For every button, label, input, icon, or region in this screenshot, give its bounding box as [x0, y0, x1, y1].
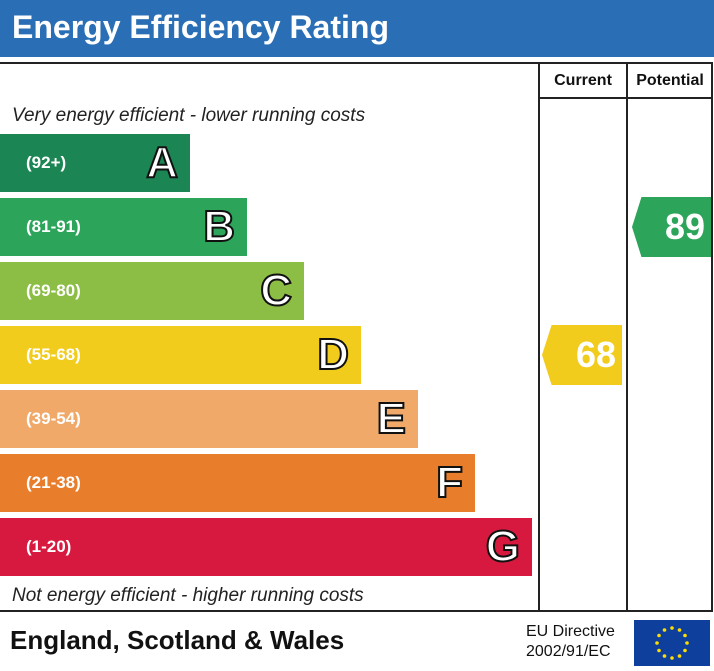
eu-directive-text: EU Directive 2002/91/EC [526, 622, 615, 662]
band-letter: F [435, 457, 464, 508]
eu-directive-line2: 2002/91/EC [526, 643, 611, 660]
band-e: (39-54) E [0, 390, 418, 448]
band-range-label: (92+) [26, 153, 67, 172]
eu-star-icon [670, 626, 674, 630]
band-range-label: (69-80) [26, 281, 81, 300]
current-rating-arrow: 68 [542, 325, 622, 385]
potential-column-divider [626, 62, 628, 612]
eu-star-icon [677, 628, 682, 632]
band-g: (1-20) G [0, 518, 532, 576]
band-a: (92+) A [0, 134, 190, 192]
band-letter: E [376, 393, 407, 444]
header-bar: Energy Efficiency Rating [0, 0, 714, 57]
current-column-header: Current [554, 72, 612, 89]
current-column-divider [538, 62, 540, 612]
efficient-note: Very energy efficient - lower running co… [12, 105, 366, 126]
eu-star-icon [657, 633, 661, 638]
potential-rating-value: 89 [664, 206, 705, 247]
region-label: England, Scotland & Wales [10, 625, 345, 655]
band-letter: B [202, 201, 236, 252]
eu-star-icon [683, 648, 687, 653]
rating-frame [0, 62, 713, 612]
right-border [711, 62, 713, 612]
band-b: (81-91) B [0, 198, 247, 256]
column-header-divider [538, 97, 713, 99]
band-letter: D [316, 329, 350, 380]
eu-star-icon [655, 641, 659, 645]
potential-column-header: Potential [636, 72, 704, 89]
band-f: (21-38) F [0, 454, 475, 512]
band-d: (55-68) D [0, 326, 361, 384]
band-range-label: (1-20) [26, 537, 72, 556]
potential-rating-arrow: 89 [632, 197, 711, 257]
band-letter: G [485, 521, 521, 572]
band-letter: A [145, 137, 179, 188]
band-c: (69-80) C [0, 262, 304, 320]
eu-star-icon [657, 648, 661, 653]
eu-star-icon [677, 654, 682, 658]
band-range-label: (55-68) [26, 345, 81, 364]
page-title: Energy Efficiency Rating [12, 9, 389, 45]
eu-directive-line1: EU Directive [526, 623, 615, 640]
current-rating-value: 68 [575, 334, 616, 375]
eu-star-icon [683, 633, 687, 638]
inefficient-note: Not energy efficient - higher running co… [12, 585, 364, 606]
band-range-label: (81-91) [26, 217, 81, 236]
eu-star-icon [662, 654, 667, 658]
eu-star-icon [662, 628, 667, 632]
band-letter: C [259, 265, 293, 316]
eu-star-icon [685, 641, 689, 645]
band-range-label: (39-54) [26, 409, 81, 428]
eu-flag-icon [634, 620, 710, 666]
eu-star-icon [670, 656, 674, 660]
band-range-label: (21-38) [26, 473, 81, 492]
